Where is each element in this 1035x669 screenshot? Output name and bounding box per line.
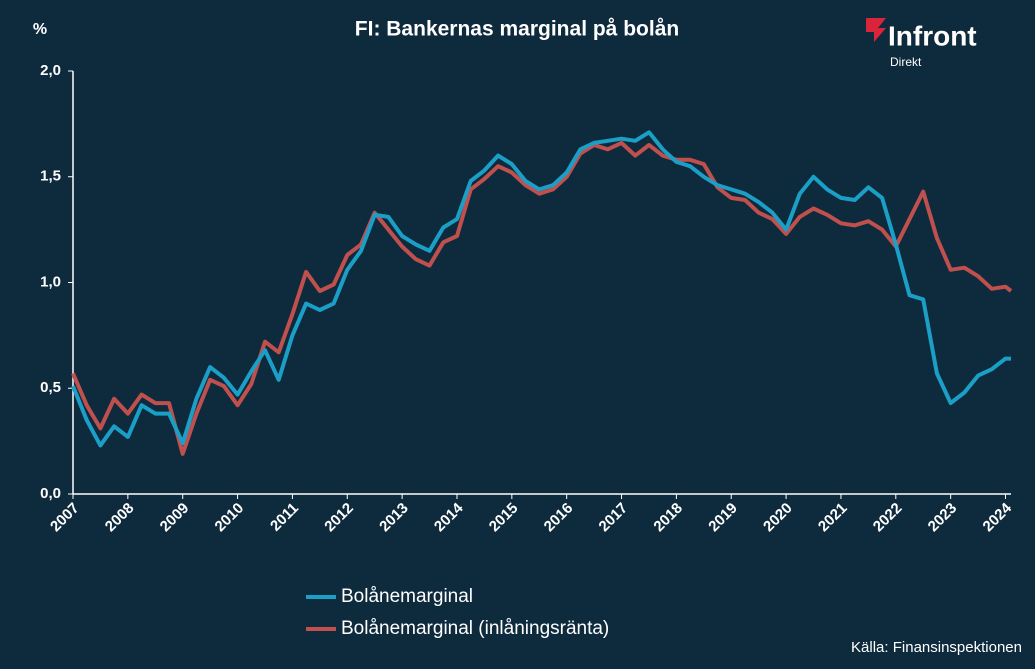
logo-sub: Direkt bbox=[890, 55, 922, 69]
source: Källa: Finansinspektionen bbox=[851, 639, 1022, 656]
y-tick-label: 1,0 bbox=[40, 273, 61, 290]
legend-label: Bolånemarginal bbox=[341, 586, 473, 607]
chart-title: FI: Bankernas marginal på bolån bbox=[355, 18, 679, 41]
line-series bbox=[71, 130, 1011, 448]
y-tick-label: 0,0 bbox=[40, 485, 61, 502]
y-tick-label: 1,5 bbox=[40, 168, 61, 185]
legend-label: Bolånemarginal (inlåningsränta) bbox=[341, 618, 609, 639]
line-series bbox=[71, 140, 1013, 456]
y-tick-label: 0,5 bbox=[40, 379, 61, 396]
y-axis-label: % bbox=[33, 21, 47, 38]
logo-mark bbox=[866, 18, 886, 42]
logo: Infront bbox=[888, 20, 977, 51]
y-tick-label: 2,0 bbox=[40, 62, 61, 79]
